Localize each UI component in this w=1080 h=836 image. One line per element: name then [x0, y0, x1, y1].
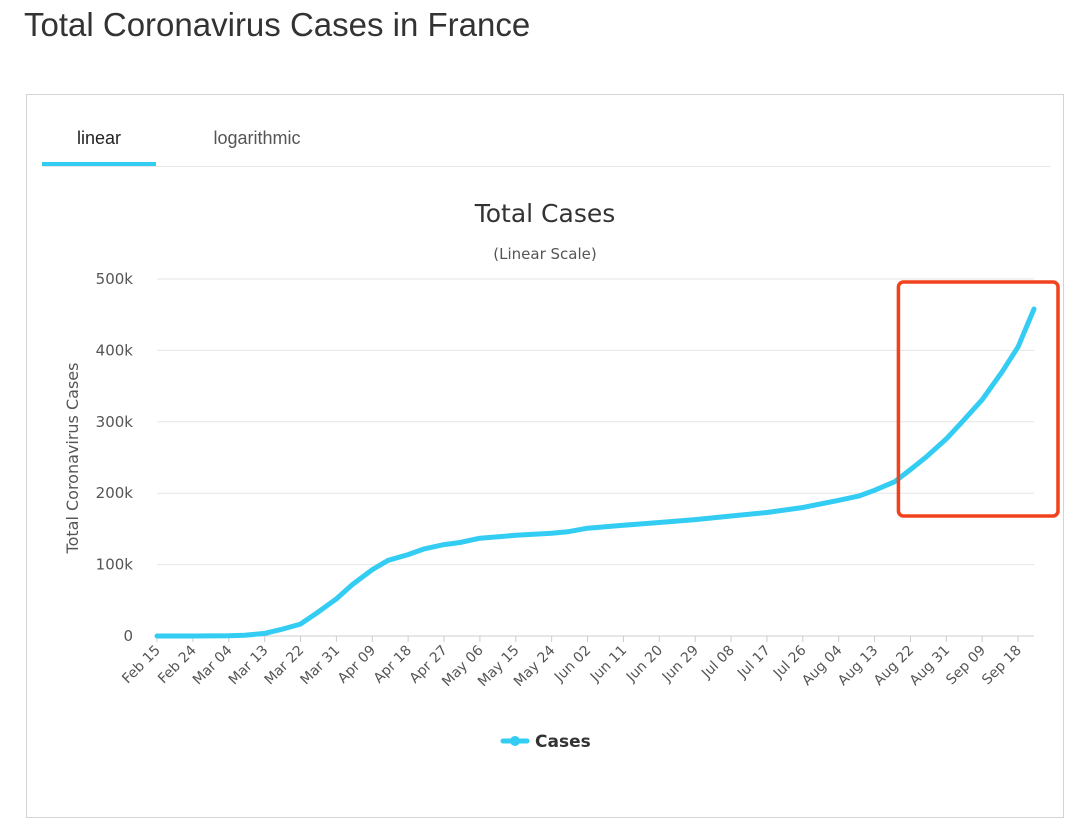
legend[interactable]: Cases	[500, 732, 591, 752]
tab-linear[interactable]: linear	[42, 119, 156, 166]
chart-panel: linear logarithmic	[26, 94, 1064, 818]
x-tick-label: Apr 09	[335, 643, 379, 687]
y-tick-label: 300k	[96, 413, 134, 431]
tab-logarithmic[interactable]: logarithmic	[213, 128, 301, 148]
y-tick-label: 400k	[96, 341, 134, 359]
legend-label-cases[interactable]: Cases	[535, 732, 591, 752]
x-tick-label: Jul 08	[698, 643, 738, 683]
x-tick-label: Mar 31	[297, 643, 343, 689]
y-tick-label: 500k	[96, 270, 134, 288]
y-axis-ticks: 0 100k 200k 300k 400k 500k	[96, 270, 134, 645]
chart-subtitle: (Linear Scale)	[493, 245, 596, 263]
y-tick-label: 0	[123, 627, 133, 645]
chart-title: Total Cases	[474, 199, 616, 228]
x-tick-label: Jun 11	[587, 643, 630, 686]
x-tick-label: Jul 17	[734, 643, 774, 683]
series-cases	[154, 306, 1037, 639]
legend-swatch-marker	[510, 736, 520, 746]
y-tick-label: 200k	[96, 484, 134, 502]
highlight-box-group	[896, 280, 1060, 518]
x-tick-label: Feb 15	[119, 643, 164, 688]
y-axis-label: Total Coronavirus Cases	[63, 363, 82, 555]
x-tick-label: Apr 18	[371, 643, 415, 687]
x-tick-label: Sep 09	[943, 643, 989, 689]
scale-tabs: linear logarithmic	[42, 119, 1050, 167]
grid-lines	[157, 278, 1034, 637]
x-tick-label: Jun 29	[659, 643, 702, 686]
page-title: Total Coronavirus Cases in France	[24, 6, 531, 43]
x-tick-label: Aug 31	[907, 643, 953, 689]
x-tick-label: Sep 18	[979, 643, 1025, 689]
x-tick-label: Jun 20	[623, 643, 666, 686]
x-tick-label: Mar 13	[226, 643, 272, 689]
highlight-box	[896, 280, 1060, 518]
y-tick-label: 100k	[96, 556, 134, 574]
x-tick-label: Jun 02	[551, 643, 594, 686]
series-line-cases[interactable]	[154, 306, 1037, 639]
x-tick-label: Mar 22	[262, 643, 308, 689]
